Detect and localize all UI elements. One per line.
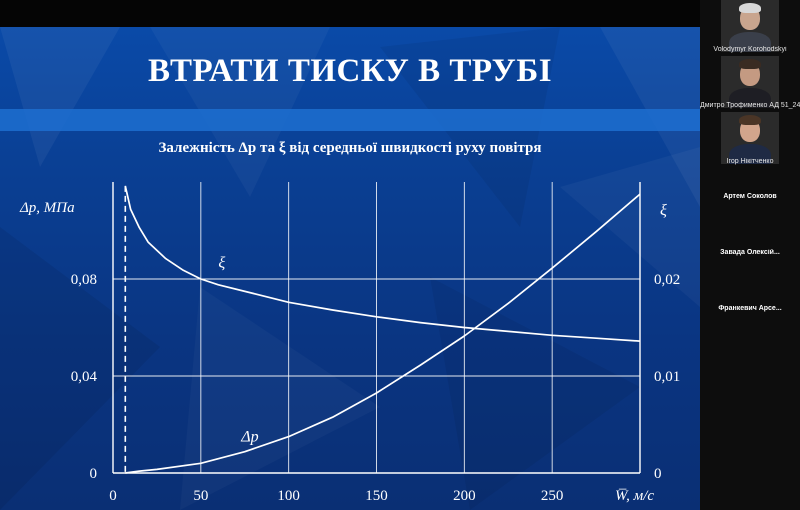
x-axis-label: W̅, м/с: [615, 488, 654, 504]
participant-video-2[interactable]: [721, 56, 779, 108]
participant-name-5[interactable]: Завада Олексій...: [720, 249, 780, 256]
participant-name-4[interactable]: Артем Соколов: [723, 193, 777, 200]
y-left-tick-label: 0,08: [71, 272, 97, 288]
x-tick-label: 100: [277, 488, 300, 504]
y-right-tick-label: 0,01: [654, 369, 680, 385]
chart-subtitle: Залежність Δp та ξ від середньої швидкос…: [158, 140, 542, 156]
participant-video-1[interactable]: [721, 0, 779, 52]
y-right-tick-label: 0,02: [654, 272, 680, 288]
pressure-loss-chart: 0 50 100 150 200 250 0 0,04 0,08 0 0,01 0,02 Δp, МПа…: [19, 182, 680, 504]
y-left-tick-label: 0: [90, 466, 98, 482]
series-line-xi: [124, 185, 641, 342]
x-tick-label: 150: [365, 488, 388, 504]
x-tick-label: 0: [109, 488, 117, 504]
y-right-axis-label: ξ: [660, 202, 667, 219]
y-left-axis-label: Δp, МПа: [19, 200, 75, 216]
series-line-delta-p: [125, 193, 641, 474]
participant-name-1: Volodymyr Korohodskyi: [713, 46, 787, 53]
x-tick-label: 250: [541, 488, 564, 504]
title-band: [0, 109, 700, 131]
series-label-delta-p: Δp: [240, 428, 258, 445]
participant-name-2: Дмитро Трофименко АД 51_24: [700, 102, 800, 109]
series-label-xi: ξ: [218, 254, 225, 271]
y-right-tick-label: 0: [654, 466, 662, 482]
y-left-tick-label: 0,04: [71, 369, 98, 385]
x-tick-label: 50: [193, 488, 208, 504]
screen-top-bar: [0, 0, 700, 27]
x-tick-label: 200: [453, 488, 476, 504]
participant-video-3[interactable]: [721, 112, 779, 164]
presentation-slide: ВТРАТИ ТИСКУ В ТРУБІ Залежність Δp та ξ …: [0, 27, 700, 510]
participant-name-3: Ігор Нікітченко: [726, 158, 774, 165]
slide-title: ВТРАТИ ТИСКУ В ТРУБІ: [147, 53, 553, 89]
participant-name-6[interactable]: Франкевич Арсе...: [718, 305, 782, 312]
